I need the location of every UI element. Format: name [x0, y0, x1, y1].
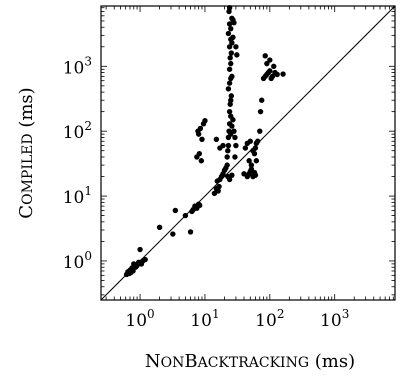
data-point	[280, 71, 286, 77]
x-tick-label: 103	[320, 307, 349, 331]
data-point	[230, 34, 236, 40]
data-point	[196, 202, 203, 209]
x-tick-label: 100	[125, 307, 154, 331]
data-point	[196, 150, 203, 157]
data-point	[224, 154, 230, 160]
data-point	[228, 50, 235, 56]
data-point	[267, 57, 273, 63]
data-point	[257, 108, 264, 115]
y-tick-label: 100	[63, 249, 92, 273]
y-tick-label: 102	[63, 119, 92, 143]
data-point	[252, 145, 259, 151]
data-point	[227, 101, 233, 107]
data-point	[232, 134, 238, 141]
data-point	[262, 53, 268, 59]
data-point	[254, 138, 261, 144]
data-point	[233, 44, 239, 50]
x-tick-labels: 100 101 102 103	[125, 307, 349, 331]
data-point	[156, 224, 163, 230]
data-point	[226, 44, 233, 50]
data-point	[213, 136, 220, 142]
data-point	[225, 142, 232, 149]
data-point	[248, 162, 255, 168]
data-point	[232, 154, 238, 160]
data-point	[215, 188, 221, 194]
data-point	[228, 25, 234, 32]
data-point	[231, 128, 237, 134]
data-point	[220, 142, 226, 149]
data-point	[226, 21, 233, 27]
y-tick-labels: 100 101 102 103	[63, 54, 92, 273]
data-point	[259, 97, 265, 103]
data-point	[251, 150, 258, 157]
data-point	[253, 158, 260, 164]
data-point	[202, 118, 208, 124]
data-point	[228, 60, 234, 67]
data-point	[267, 68, 273, 74]
x-tick-label: 101	[190, 307, 219, 331]
data-point	[199, 136, 205, 142]
data-point	[228, 93, 235, 99]
data-point	[246, 158, 252, 164]
data-point	[170, 231, 176, 237]
data-point	[274, 71, 280, 78]
data-point	[226, 80, 233, 86]
data-point	[257, 128, 263, 134]
data-point	[242, 145, 249, 151]
data-point	[198, 158, 205, 164]
data-point	[226, 66, 233, 72]
y-axis-label: COMPILED (ms)	[16, 87, 37, 218]
y-tick-label: 101	[63, 184, 92, 208]
data-point	[187, 229, 194, 235]
data-point	[197, 125, 204, 132]
data-point	[233, 142, 239, 149]
reference-line-y-equals-x	[100, 5, 396, 301]
data-point	[225, 86, 232, 92]
data-point	[137, 246, 143, 253]
plot-frame	[100, 5, 396, 301]
data-point	[226, 176, 233, 183]
data-point	[195, 131, 202, 137]
data-point	[231, 19, 237, 26]
data-points	[123, 5, 286, 278]
data-point	[142, 256, 148, 263]
x-tick-label: 102	[255, 307, 284, 331]
data-point	[226, 108, 233, 115]
data-point	[182, 212, 189, 219]
data-point	[229, 123, 235, 129]
data-point	[228, 97, 234, 103]
data-point	[234, 52, 240, 58]
x-axis-label: NONBACKTRACKING (ms)	[145, 351, 355, 372]
data-point	[229, 73, 235, 80]
data-point	[247, 138, 253, 144]
data-point	[172, 207, 179, 214]
data-point	[224, 162, 230, 168]
data-point	[252, 172, 259, 178]
data-point	[248, 166, 255, 172]
data-point	[228, 113, 234, 119]
data-point	[264, 60, 270, 67]
data-point	[271, 63, 277, 70]
data-point	[227, 55, 233, 61]
data-point	[225, 30, 232, 37]
data-point	[216, 183, 222, 190]
data-point	[229, 172, 235, 178]
data-point	[225, 148, 231, 154]
y-tick-label: 103	[63, 54, 92, 78]
